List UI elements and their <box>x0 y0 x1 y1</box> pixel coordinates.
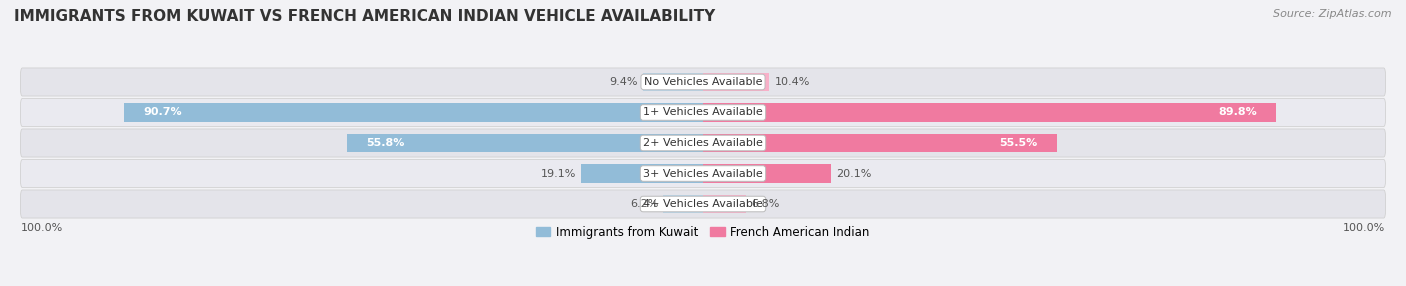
Bar <box>703 103 1275 122</box>
Text: 100.0%: 100.0% <box>1343 223 1385 233</box>
Bar <box>643 73 703 92</box>
Bar <box>703 164 831 183</box>
Text: 55.5%: 55.5% <box>1000 138 1038 148</box>
Text: 20.1%: 20.1% <box>837 168 872 178</box>
Text: 55.8%: 55.8% <box>366 138 405 148</box>
Text: Source: ZipAtlas.com: Source: ZipAtlas.com <box>1274 9 1392 19</box>
Text: 6.8%: 6.8% <box>751 199 780 209</box>
Text: 89.8%: 89.8% <box>1218 108 1257 118</box>
Text: 9.4%: 9.4% <box>609 77 638 87</box>
Text: 100.0%: 100.0% <box>21 223 63 233</box>
FancyBboxPatch shape <box>20 190 1386 218</box>
Bar <box>703 73 769 92</box>
Text: IMMIGRANTS FROM KUWAIT VS FRENCH AMERICAN INDIAN VEHICLE AVAILABILITY: IMMIGRANTS FROM KUWAIT VS FRENCH AMERICA… <box>14 9 716 23</box>
Text: 4+ Vehicles Available: 4+ Vehicles Available <box>643 199 763 209</box>
Bar <box>347 134 703 152</box>
Text: 90.7%: 90.7% <box>143 108 183 118</box>
Bar <box>703 134 1057 152</box>
Bar <box>581 164 703 183</box>
Text: 3+ Vehicles Available: 3+ Vehicles Available <box>643 168 763 178</box>
Bar <box>124 103 703 122</box>
Text: 1+ Vehicles Available: 1+ Vehicles Available <box>643 108 763 118</box>
FancyBboxPatch shape <box>20 68 1386 96</box>
Text: 10.4%: 10.4% <box>775 77 810 87</box>
Text: 2+ Vehicles Available: 2+ Vehicles Available <box>643 138 763 148</box>
Bar <box>664 194 703 213</box>
Bar <box>703 194 747 213</box>
FancyBboxPatch shape <box>20 98 1386 126</box>
Text: 19.1%: 19.1% <box>541 168 576 178</box>
FancyBboxPatch shape <box>20 160 1386 188</box>
Text: 6.2%: 6.2% <box>630 199 658 209</box>
FancyBboxPatch shape <box>20 129 1386 157</box>
Legend: Immigrants from Kuwait, French American Indian: Immigrants from Kuwait, French American … <box>531 221 875 243</box>
Text: No Vehicles Available: No Vehicles Available <box>644 77 762 87</box>
